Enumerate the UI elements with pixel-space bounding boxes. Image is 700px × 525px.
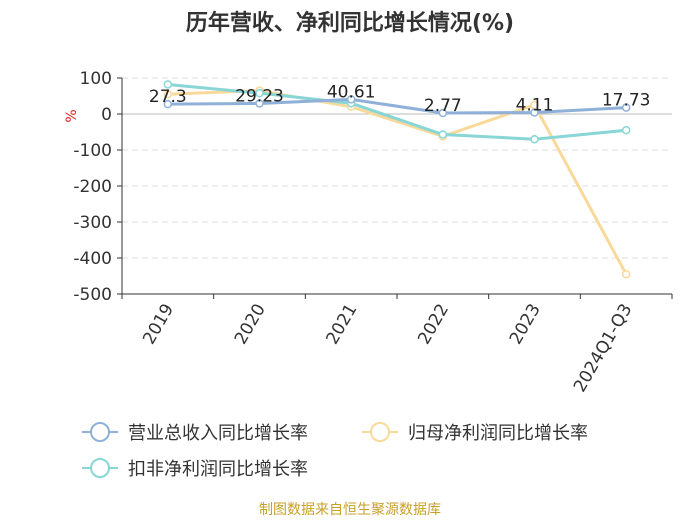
data-point[interactable] — [621, 269, 631, 279]
data-label: 4.11 — [516, 96, 554, 116]
data-point[interactable] — [621, 125, 631, 135]
data-point[interactable] — [530, 134, 539, 144]
data-point[interactable] — [255, 99, 264, 108]
y-tick-label: -100 — [73, 141, 112, 161]
legend-item[interactable]: 归母净利润同比增长率 — [362, 422, 588, 444]
legend-marker — [90, 458, 110, 478]
x-axis: 2019 2020 2021 2022 2023 2024Q1-Q3 — [121, 293, 673, 396]
legend-item[interactable]: 营业总收入同比增长率 — [82, 422, 308, 444]
data-point[interactable] — [621, 103, 631, 112]
data-point[interactable] — [163, 80, 173, 89]
data-point[interactable] — [346, 95, 356, 104]
legend-marker — [90, 422, 110, 442]
data-labels: 27.3 29.23 40.61 2.77 4.11 17.73 — [149, 82, 651, 116]
legend-item[interactable]: 扣非净利润同比增长率 — [82, 458, 308, 480]
data-label: 17.73 — [602, 91, 651, 111]
data-label: 29.23 — [235, 86, 284, 106]
data-point[interactable] — [255, 88, 264, 98]
legend-marker — [370, 422, 390, 442]
legend-label: 营业总收入同比增长率 — [128, 423, 308, 444]
x-tick-label: 2021 — [323, 301, 362, 348]
data-point[interactable] — [438, 108, 448, 118]
y-tick-label: -500 — [73, 285, 112, 305]
x-tick-label: 2023 — [506, 301, 545, 348]
y-axis-unit: % — [64, 109, 80, 122]
series-path — [166, 82, 628, 141]
series-line-1 — [163, 86, 631, 279]
x-tick-label: 2020 — [231, 301, 270, 348]
y-tick-label: 0 — [101, 105, 112, 125]
data-label: 2.77 — [424, 96, 462, 116]
y-tick-label: -200 — [73, 177, 112, 197]
x-tick-label: 2022 — [414, 301, 453, 348]
series-path — [166, 97, 628, 115]
series-line-0 — [163, 95, 631, 118]
source-note: 制图数据来自恒生聚源数据库 — [259, 502, 441, 518]
data-label: 27.3 — [149, 87, 187, 107]
data-point[interactable] — [438, 130, 448, 139]
y-tick-label: 100 — [80, 69, 112, 89]
legend-label: 归母净利润同比增长率 — [408, 423, 588, 444]
x-tick-label: 2019 — [139, 301, 178, 348]
y-tick-label: -400 — [73, 249, 112, 269]
y-tick-label: -300 — [73, 213, 112, 233]
data-point[interactable] — [530, 108, 539, 117]
data-label: 40.61 — [327, 82, 376, 102]
data-point[interactable] — [163, 99, 173, 109]
series-group — [163, 80, 631, 279]
data-point[interactable] — [163, 89, 173, 99]
chart-title: 历年营收、净利同比增长情况(%) — [186, 10, 514, 36]
y-axis-ticks: 100 0 -100 -200 -300 -400 -500 — [73, 69, 123, 305]
legend-label: 扣非净利润同比增长率 — [128, 459, 308, 480]
x-tick-label: 2024Q1-Q3 — [570, 301, 637, 396]
